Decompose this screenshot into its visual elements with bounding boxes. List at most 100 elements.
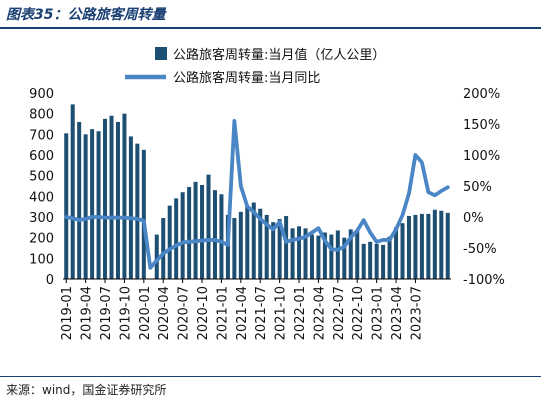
bar (180, 192, 185, 279)
x-tick-label: 2021-04 (235, 286, 250, 340)
x-axis: 2019-01 2019-04 2019-07 2019-10 2020-01 2020-… (60, 279, 424, 340)
source-rule (0, 376, 541, 377)
bar (322, 232, 327, 279)
bar (122, 113, 127, 279)
title-rule (0, 27, 541, 29)
bar (225, 214, 230, 279)
bar (128, 136, 133, 279)
y-right-tick-label: -100% (463, 273, 505, 288)
y-left-tick-label: 800 (29, 108, 54, 123)
legend-bar-swatch (155, 47, 167, 60)
x-tick-label: 2019-10 (118, 286, 133, 340)
bar (83, 134, 88, 279)
line-series-group (64, 119, 450, 270)
x-tick-label: 2023-01 (371, 286, 386, 340)
y-right-tick-label: -50% (463, 242, 497, 257)
bar (264, 214, 269, 279)
bar (374, 243, 379, 279)
legend-line-label: 公路旅客周转量:当月同比 (173, 70, 320, 86)
bar (187, 187, 192, 279)
bar (297, 226, 302, 279)
bar (309, 234, 314, 279)
x-tick-label: 2022-01 (293, 286, 308, 340)
bar (387, 236, 392, 279)
bar (109, 115, 114, 279)
x-tick-label: 2019-04 (80, 286, 95, 340)
y-right-tick-label: 150% (463, 118, 500, 133)
y-left-tick-label: 500 (29, 170, 54, 185)
y-left-tick-label: 600 (29, 149, 54, 164)
bar (90, 129, 95, 279)
chart: 公路旅客周转量:当月值（亿人公里） 公路旅客周转量:当月同比 0 100 200 30… (29, 47, 505, 340)
y-right-tick-label: 100% (463, 149, 500, 164)
bar (206, 174, 211, 279)
bar (238, 211, 243, 279)
bar (135, 143, 140, 279)
bar (303, 228, 308, 279)
bar (200, 184, 205, 279)
x-tick-label: 2022-04 (312, 286, 327, 340)
bar (400, 223, 405, 279)
bar (316, 235, 321, 279)
y-left-tick-label: 300 (29, 211, 54, 226)
bar (258, 208, 263, 279)
bar (251, 202, 256, 279)
bar (271, 222, 276, 279)
bar (277, 219, 282, 279)
bar (439, 210, 444, 279)
bar (335, 230, 340, 279)
y-left-axis: 0 100 200 300 400 500 600 700 800 900 (29, 87, 54, 288)
x-tick-label: 2019-01 (60, 286, 75, 340)
y-right-tick-label: 200% (463, 87, 500, 102)
y-left-tick-label: 900 (29, 87, 54, 102)
bar (70, 104, 75, 280)
bar (174, 198, 179, 279)
bar (406, 215, 411, 279)
figure-source: 来源：wind，国金证券研究所 (6, 383, 167, 397)
bar (413, 214, 418, 279)
bar (154, 234, 159, 279)
bar (355, 230, 360, 279)
x-tick-label: 2021-10 (274, 286, 289, 340)
bar (426, 213, 431, 279)
bar (219, 194, 224, 279)
bar (394, 227, 399, 279)
y-right-tick-label: 50% (463, 180, 492, 195)
x-tick-label: 2020-10 (196, 286, 211, 340)
bar (445, 212, 450, 279)
y-left-tick-label: 200 (29, 232, 54, 247)
legend: 公路旅客周转量:当月值（亿人公里） 公路旅客周转量:当月同比 (125, 47, 385, 86)
bar (77, 121, 82, 280)
x-tick-label: 2021-01 (215, 286, 230, 340)
bar (419, 213, 424, 279)
bar (348, 229, 353, 279)
line-series (64, 119, 450, 270)
bar (284, 215, 289, 279)
x-tick-label: 2021-07 (254, 286, 269, 340)
y-left-tick-label: 400 (29, 190, 54, 205)
bar (290, 228, 295, 279)
x-tick-label: 2022-10 (351, 286, 366, 340)
x-tick-label: 2020-01 (138, 286, 153, 340)
bar (361, 243, 366, 279)
bar (96, 131, 101, 279)
y-left-tick-label: 100 (29, 252, 54, 267)
x-tick-label: 2023-04 (390, 286, 405, 340)
bar (381, 244, 386, 279)
bar (103, 118, 108, 279)
y-right-tick-label: 0% (463, 211, 484, 226)
x-tick-label: 2020-07 (177, 286, 192, 340)
bar (432, 209, 437, 279)
bar (115, 121, 120, 280)
bar (232, 218, 237, 279)
bar (64, 133, 69, 279)
bar (245, 206, 250, 279)
bar (212, 190, 217, 279)
figure-title: 图表35：公路旅客周转量 (6, 7, 166, 23)
bar-series (64, 104, 450, 280)
x-tick-label: 2023-07 (409, 286, 424, 340)
y-left-tick-label: 700 (29, 128, 54, 143)
bar (161, 218, 166, 279)
bar (329, 234, 334, 279)
bar (342, 237, 347, 279)
